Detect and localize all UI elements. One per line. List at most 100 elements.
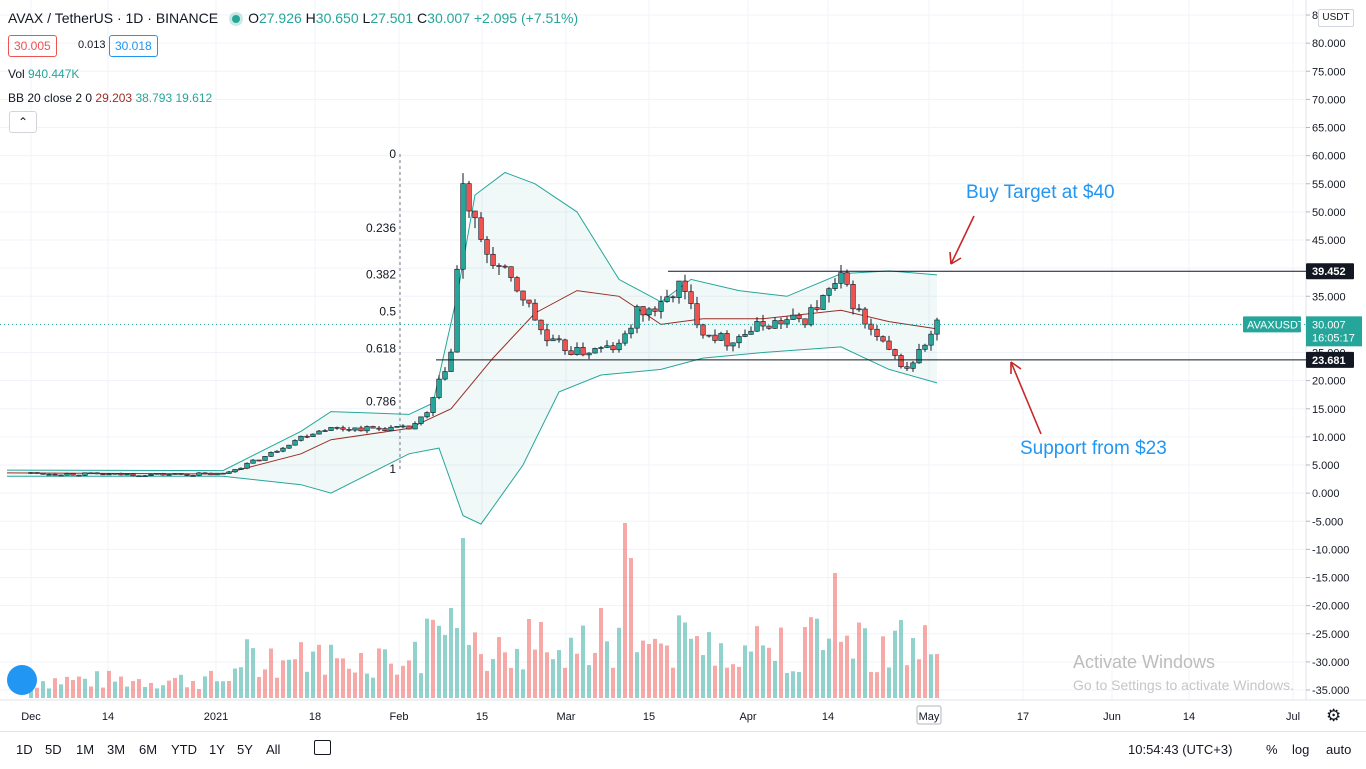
- timeframe-5y[interactable]: 5Y: [237, 742, 253, 757]
- currency-badge[interactable]: USDT: [1318, 9, 1354, 27]
- timeframe-6m[interactable]: 6M: [139, 742, 158, 757]
- chart-canvas[interactable]: 0 0.236 0.382 0.5 0.618 0.786 1 Buy Target at $…: [0, 0, 1366, 731]
- symbol-legend[interactable]: AVAX / TetherUS · 1D · BINANCE O27.926 H3…: [8, 10, 578, 26]
- candle-body: [532, 302, 538, 321]
- volume-bar: [65, 676, 69, 698]
- candle-body: [112, 473, 118, 475]
- volume-bar: [443, 634, 447, 698]
- timeframe-1m[interactable]: 1M: [76, 742, 95, 757]
- candle-body: [466, 183, 472, 212]
- volume-bar: [107, 670, 111, 698]
- volume-bar: [881, 636, 885, 698]
- candle-body: [190, 475, 196, 477]
- candle-body: [736, 336, 742, 344]
- time-tick-label: 14: [822, 711, 834, 723]
- volume-bar: [533, 649, 537, 698]
- collapse-legend-button[interactable]: ⌃: [9, 111, 37, 133]
- price-tick-label: -20.000: [1312, 601, 1349, 613]
- timeframe-3m[interactable]: 3M: [107, 742, 126, 757]
- last-price-countdown: 16:05:17: [1312, 332, 1355, 344]
- candle-body: [448, 351, 454, 372]
- volume-bar: [815, 618, 819, 698]
- volume-legend[interactable]: Vol 940.447K: [8, 67, 79, 81]
- gear-icon[interactable]: ⚙: [1326, 706, 1342, 725]
- volume-bar: [413, 641, 417, 698]
- close-value: 30.007: [427, 10, 470, 26]
- time-cursor-box: [916, 705, 942, 725]
- candle-body: [430, 397, 436, 413]
- auto-toggle[interactable]: auto: [1326, 742, 1352, 757]
- candle-body: [388, 426, 394, 431]
- tradingview-logo-icon[interactable]: [7, 665, 37, 695]
- candle-body: [70, 473, 76, 476]
- volume-bar: [473, 632, 477, 698]
- price-tick-label: 10.000: [1312, 432, 1346, 444]
- volume-bar: [101, 687, 105, 698]
- high-label: H: [305, 10, 316, 26]
- candle-body: [742, 334, 748, 337]
- candle-body: [250, 459, 256, 464]
- timeframe-all[interactable]: All: [266, 742, 281, 757]
- candle-body: [754, 321, 760, 332]
- timeframe-1y[interactable]: 1Y: [209, 742, 225, 757]
- candle-body: [916, 349, 922, 364]
- candle-body: [406, 425, 412, 430]
- candle-body: [262, 456, 268, 461]
- volume-bar: [479, 654, 483, 698]
- volume-bar: [761, 645, 765, 698]
- volume-bar: [593, 652, 597, 698]
- volume-bar: [437, 625, 441, 698]
- candle-body: [646, 308, 652, 316]
- volume-bar: [875, 672, 879, 698]
- bb-band-fill: [7, 172, 937, 525]
- time-tick-label: 17: [1017, 711, 1029, 723]
- candle-body: [862, 308, 868, 325]
- volume-bar: [845, 635, 849, 698]
- volume-bar: [263, 669, 267, 698]
- candle-body: [766, 325, 772, 329]
- candle-body: [196, 472, 202, 476]
- volume-bar: [665, 645, 669, 698]
- price-tick-label: 15.000: [1312, 404, 1346, 416]
- symbol-title[interactable]: AVAX / TetherUS · 1D · BINANCE: [8, 10, 219, 26]
- volume-bar: [563, 667, 567, 698]
- candle-body: [898, 355, 904, 368]
- log-toggle[interactable]: log: [1292, 742, 1310, 757]
- candle-body: [142, 475, 148, 477]
- volume-bar: [149, 682, 153, 698]
- candle-body: [808, 307, 814, 326]
- fib-level-label: 0.786: [366, 394, 396, 408]
- time-tick-label: 15: [643, 711, 655, 723]
- open-label: O: [248, 10, 259, 26]
- volume-label: Vol: [8, 67, 25, 81]
- volume-bar: [521, 669, 525, 698]
- volume-bar: [359, 653, 363, 698]
- volume-bar: [575, 653, 579, 698]
- volume-bar: [503, 652, 507, 698]
- volume-bar: [707, 632, 711, 698]
- candle-body: [580, 347, 586, 356]
- annotation-support: Support from $23: [1020, 438, 1167, 459]
- candle-body: [796, 314, 802, 320]
- bb-mid-value: 29.203: [95, 91, 133, 105]
- timeframe-1d[interactable]: 1D: [16, 742, 33, 757]
- candle-body: [226, 471, 232, 474]
- sell-price-button[interactable]: 30.005: [8, 35, 57, 57]
- volume-bar: [869, 671, 873, 698]
- candle-body: [88, 472, 94, 475]
- bollinger-legend[interactable]: BB 20 close 2 0 29.203 38.793 19.612: [8, 91, 212, 105]
- candle-body: [652, 308, 658, 312]
- market-status-icon: [232, 14, 241, 23]
- buy-price-button[interactable]: 30.018: [109, 35, 158, 57]
- percent-toggle[interactable]: %: [1266, 742, 1278, 757]
- clock[interactable]: 10:54:43 (UTC+3): [1128, 742, 1233, 757]
- timeframe-5d[interactable]: 5D: [45, 742, 62, 757]
- timeframe-ytd[interactable]: YTD: [171, 742, 197, 757]
- candle-body: [136, 475, 142, 478]
- volume-bar: [113, 681, 117, 698]
- candle-body: [844, 272, 850, 285]
- last-price-tag-bg: [1306, 316, 1362, 347]
- date-range-icon[interactable]: [314, 740, 331, 755]
- candle-body: [412, 423, 418, 430]
- volume-bar: [401, 665, 405, 698]
